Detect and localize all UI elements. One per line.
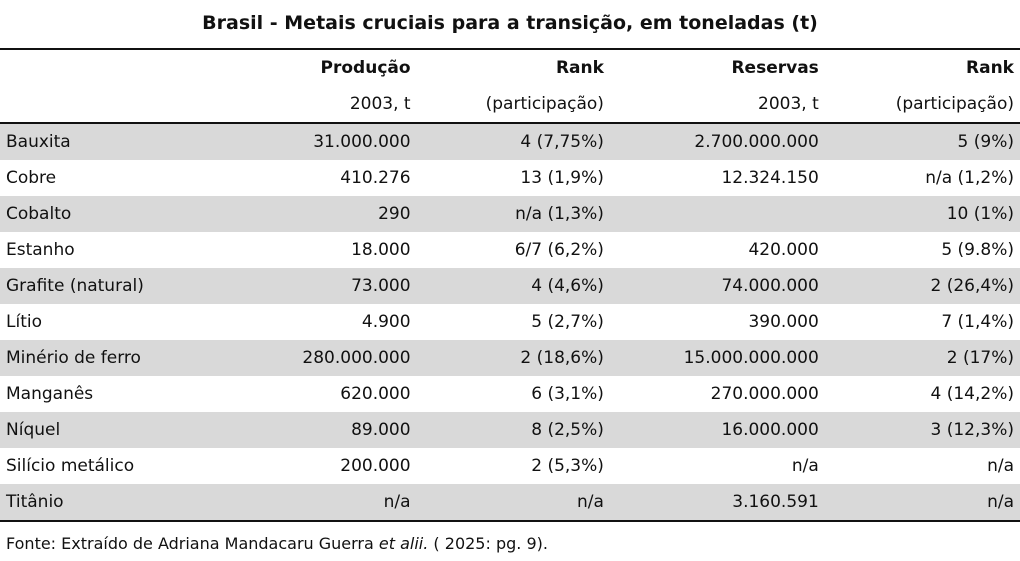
table-row: Níquel 89.000 8 (2,5%) 16.000.000 3 (12,3%) [0,412,1020,448]
metal-name: Grafite (natural) [0,268,207,304]
rank-reservas: 10 (1%) [824,196,1020,232]
reservas-value [609,196,825,232]
header-cell [0,48,207,86]
table-row: Minério de ferro 280.000.000 2 (18,6%) 15.0… [0,340,1020,376]
rank-reservas: 5 (9%) [824,123,1020,160]
rank-producao: 13 (1,9%) [520,168,604,188]
table-row: Grafite (natural) 73.000 4 (4,6%) 74.000.00… [0,268,1020,304]
reservas-value: 390.000 [748,312,819,332]
source-italic: et alii. [378,534,429,553]
rank-producao: n/a (1,3%) [416,196,610,232]
table-row: Silício metálico 200.000 2 (5,3%) n/a n/a [0,448,1020,484]
metal-name: Cobalto [0,196,207,232]
producao-value: n/a [206,484,417,522]
producao-value: 31.000.000 [206,123,417,160]
metal-name: Silício metálico [6,456,135,476]
rank-producao: 2 (5,3%) [531,456,604,476]
rank-reservas: 5 (9.8%) [941,240,1014,260]
table-row: Lítio 4.900 5 (2,7%) 390.000 7 (1,4%) [0,304,1020,340]
reservas-value: 15.000.000.000 [609,340,825,376]
reservas-value: 270.000.000 [710,384,819,404]
rank-reservas: 4 (14,2%) [930,384,1015,404]
header-reservas-unit: 2003, t [609,86,825,124]
table-row: Bauxita 31.000.000 4 (7,75%) 2.700.000.000 5… [0,123,1020,160]
producao-value: 73.000 [206,268,417,304]
table-row: Manganês 620.000 6 (3,1%) 270.000.000 4 (14,… [0,376,1020,412]
metal-name: Titânio [0,484,207,522]
rank-producao: 5 (2,7%) [531,312,604,332]
table-row: Cobre 410.276 13 (1,9%) 12.324.150 n/a (1,2%… [0,160,1020,196]
table-title: Brasil - Metais cruciais para a transiçã… [202,12,818,34]
metal-name: Cobre [6,168,57,188]
source-note: Fonte: Extraído de Adriana Mandacaru Gue… [6,534,548,553]
header-row-1: Produção Rank Reservas Rank [0,48,1020,86]
rank-producao: 4 (7,75%) [416,123,610,160]
rank-producao: 4 (4,6%) [416,268,610,304]
header-producao: Produção [206,48,417,86]
metal-name: Minério de ferro [0,340,207,376]
reservas-value: 3.160.591 [609,484,825,522]
header-reservas: Reservas [609,48,825,86]
metal-name: Níquel [0,412,207,448]
reservas-value: 16.000.000 [609,412,825,448]
rank-reservas: 2 (26,4%) [824,268,1020,304]
source-prefix: Fonte: Extraído de Adriana Mandacaru Gue… [6,534,379,553]
producao-value: 89.000 [206,412,417,448]
table-row: Cobalto 290 n/a (1,3%) 10 (1%) [0,196,1020,232]
table-row: Titânio n/a n/a 3.160.591 n/a [0,484,1020,522]
rank-reservas: n/a [987,456,1014,476]
header-rank-producao-unit: (participação) [416,86,610,124]
header-rank-reservas-unit: (participação) [824,86,1020,124]
reservas-value: 12.324.150 [721,168,819,188]
reservas-value: 2.700.000.000 [609,123,825,160]
metal-name: Manganês [6,384,94,404]
header-row-2: 2003, t (participação) 2003, t (particip… [0,86,1020,124]
rank-producao: 6 (3,1%) [531,384,604,404]
rank-producao: n/a [416,484,610,522]
rank-reservas: n/a (1,2%) [925,168,1014,188]
producao-value: 280.000.000 [206,340,417,376]
metal-name: Bauxita [0,123,207,160]
rank-reservas: 3 (12,3%) [824,412,1020,448]
rank-reservas: n/a [824,484,1020,522]
rank-reservas: 7 (1,4%) [941,312,1014,332]
metal-name: Estanho [6,240,75,260]
rank-producao: 6/7 (6,2%) [514,240,604,260]
producao-value: 620.000 [340,384,411,404]
header-rank-reservas: Rank [824,48,1020,86]
rank-producao: 2 (18,6%) [416,340,610,376]
producao-value: 18.000 [351,240,411,260]
metal-name: Lítio [6,312,42,332]
header-producao-unit: 2003, t [206,86,417,124]
rank-reservas: 2 (17%) [824,340,1020,376]
producao-value: 4.900 [361,312,411,332]
producao-value: 200.000 [340,456,411,476]
header-cell [0,86,207,124]
producao-value: 410.276 [340,168,411,188]
reservas-value: 420.000 [748,240,819,260]
reservas-value: 74.000.000 [609,268,825,304]
rank-producao: 8 (2,5%) [416,412,610,448]
reservas-value: n/a [791,456,819,476]
metals-table: Produção Rank Reservas Rank 2003, t (par… [0,48,1020,522]
producao-value: 290 [206,196,417,232]
table-row: Estanho 18.000 6/7 (6,2%) 420.000 5 (9.8%) [0,232,1020,268]
table-body: Bauxita 31.000.000 4 (7,75%) 2.700.000.000 5… [0,123,1020,522]
header-rank-producao: Rank [416,48,610,86]
source-suffix: ( 2025: pg. 9). [428,534,548,553]
